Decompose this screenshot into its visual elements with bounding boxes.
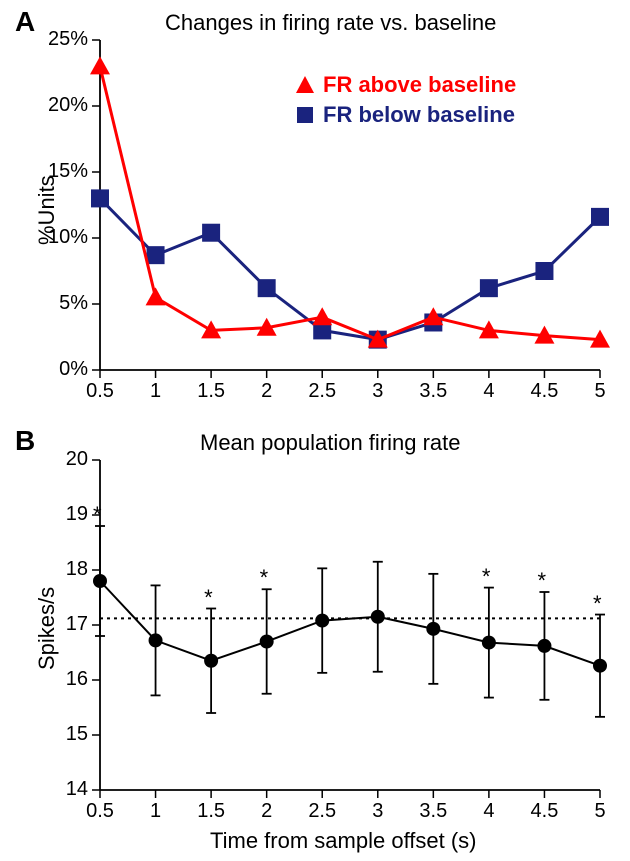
xtick-label: 2: [247, 800, 287, 823]
significance-marker: *: [537, 568, 546, 594]
xtick-label: 1: [136, 800, 176, 823]
xtick-label: 3.5: [413, 800, 453, 823]
ytick-label: 14: [66, 778, 88, 801]
panel-b-chart-svg: [0, 0, 630, 861]
significance-marker: *: [204, 585, 213, 611]
ytick-label: 18: [66, 558, 88, 581]
xtick-label: 1.5: [191, 800, 231, 823]
xtick-label: 4.5: [524, 800, 564, 823]
significance-marker: *: [593, 591, 602, 617]
ytick-label: 17: [66, 613, 88, 636]
significance-marker: *: [482, 564, 491, 590]
xtick-label: 0.5: [80, 800, 120, 823]
figure-page: A Changes in firing rate vs. baseline %U…: [0, 0, 630, 861]
xtick-label: 3: [358, 800, 398, 823]
ytick-label: 20: [66, 448, 88, 471]
xtick-label: 4: [469, 800, 509, 823]
xtick-label: 5: [580, 800, 620, 823]
xtick-label: 2.5: [302, 800, 342, 823]
ytick-label: 19: [66, 503, 88, 526]
ytick-label: 15: [66, 723, 88, 746]
ytick-label: 16: [66, 668, 88, 691]
significance-marker: *: [93, 502, 102, 528]
significance-marker: *: [260, 565, 269, 591]
